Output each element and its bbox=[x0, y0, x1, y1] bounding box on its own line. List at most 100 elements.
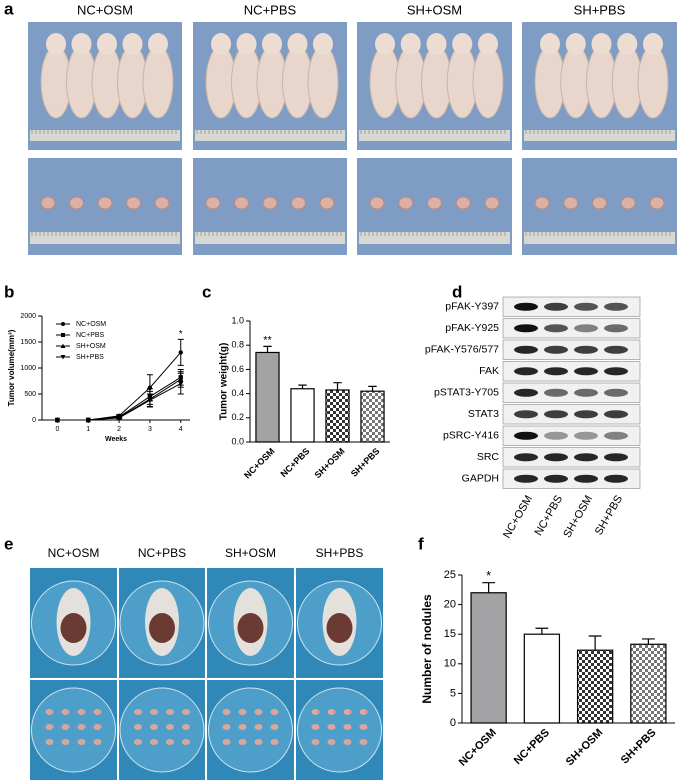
y-tick-label: 0 bbox=[32, 417, 36, 424]
mouse-head bbox=[287, 33, 308, 55]
organs bbox=[237, 613, 264, 643]
error-bar bbox=[482, 582, 496, 593]
nodule bbox=[254, 709, 263, 715]
band bbox=[514, 410, 538, 419]
nodule bbox=[93, 709, 102, 715]
tumor bbox=[291, 196, 306, 210]
x-tick-label: SH+OSM bbox=[564, 727, 606, 769]
y-tick-label: 1.0 bbox=[231, 315, 244, 325]
band bbox=[514, 453, 538, 462]
marker bbox=[147, 398, 153, 403]
band bbox=[514, 302, 538, 311]
x-tick-label: NC+OSM bbox=[457, 727, 499, 769]
nodule bbox=[359, 709, 368, 715]
x-tick-label: 0 bbox=[55, 426, 59, 433]
bar bbox=[360, 390, 385, 443]
error-bar bbox=[641, 638, 655, 645]
tumor bbox=[398, 196, 414, 210]
x-tick-label: SH+PBS bbox=[619, 727, 659, 767]
tumor bbox=[154, 196, 170, 210]
y-axis-label: Tumor weight(g) bbox=[219, 343, 230, 421]
y-tick-label: 15 bbox=[444, 628, 456, 640]
ruler bbox=[195, 130, 345, 141]
nodule bbox=[343, 739, 352, 745]
tumor bbox=[620, 196, 636, 210]
protein-label: GAPDH bbox=[462, 473, 499, 485]
error-bar bbox=[298, 384, 307, 389]
band bbox=[514, 324, 538, 333]
nodule bbox=[311, 739, 320, 745]
mouse-head bbox=[565, 33, 586, 55]
y-tick-label: 20 bbox=[444, 599, 456, 611]
mouse-head bbox=[148, 33, 168, 55]
lane-label: SH+PBS bbox=[593, 493, 625, 537]
x-tick-label: 2 bbox=[117, 426, 121, 433]
blot-strip bbox=[502, 339, 641, 360]
band bbox=[544, 302, 568, 311]
group-label: SH+OSM bbox=[407, 2, 462, 17]
panel-label: b bbox=[4, 282, 14, 301]
nodule bbox=[45, 739, 54, 745]
band bbox=[604, 474, 628, 483]
nodule bbox=[311, 724, 320, 730]
mouse-head bbox=[71, 33, 92, 55]
lane-label: SH+OSM bbox=[561, 493, 595, 540]
x-tick-label: 4 bbox=[179, 426, 183, 433]
mouse-head bbox=[478, 33, 498, 55]
y-tick-label: 2000 bbox=[20, 313, 36, 320]
tumor bbox=[534, 196, 550, 210]
blot-strip bbox=[502, 404, 641, 425]
tumor bbox=[484, 196, 500, 210]
nodule bbox=[45, 724, 54, 730]
legend-marker bbox=[61, 322, 65, 326]
ruler bbox=[359, 130, 510, 141]
y-tick-label: 0.2 bbox=[231, 412, 244, 422]
protein-label: pSTAT3-Y705 bbox=[434, 387, 499, 399]
band bbox=[574, 431, 598, 440]
mouse-head bbox=[122, 33, 143, 55]
x-tick-label: NC+OSM bbox=[242, 446, 276, 480]
lane-label: NC+PBS bbox=[533, 493, 566, 537]
ruler bbox=[359, 232, 510, 244]
band bbox=[544, 453, 568, 462]
marker bbox=[116, 415, 122, 421]
nodule bbox=[166, 709, 174, 715]
group-label: NC+PBS bbox=[244, 2, 297, 17]
nodule bbox=[77, 709, 86, 715]
band bbox=[604, 345, 628, 354]
tumor bbox=[455, 196, 471, 210]
nodule bbox=[134, 709, 142, 715]
mouse-head bbox=[46, 33, 66, 55]
protein-label: pFAK-Y397 bbox=[445, 301, 499, 313]
y-tick-label: 25 bbox=[444, 569, 456, 581]
nodule bbox=[254, 739, 263, 745]
blot-strip bbox=[502, 425, 641, 446]
nodule bbox=[77, 739, 86, 745]
nodule bbox=[166, 724, 174, 730]
nodule bbox=[93, 739, 102, 745]
tumor bbox=[592, 196, 607, 210]
nodule bbox=[270, 709, 279, 715]
group-label: NC+OSM bbox=[48, 546, 100, 560]
x-tick-label: 3 bbox=[148, 426, 152, 433]
bar bbox=[290, 388, 315, 443]
protein-label: pFAK-Y576/577 bbox=[425, 344, 499, 356]
band bbox=[574, 324, 598, 333]
legend-marker bbox=[61, 333, 65, 337]
dish bbox=[119, 687, 205, 773]
legend-label: NC+OSM bbox=[76, 321, 106, 328]
band bbox=[544, 474, 568, 483]
protein-label: pSRC-Y416 bbox=[443, 430, 499, 442]
protein-label: FAK bbox=[479, 365, 499, 377]
tumor bbox=[97, 196, 113, 210]
organs bbox=[326, 613, 353, 643]
group-label: SH+OSM bbox=[225, 546, 276, 560]
band bbox=[604, 302, 628, 311]
blot-strip bbox=[502, 318, 641, 339]
protein-label: STAT3 bbox=[468, 408, 499, 420]
y-tick-label: 10 bbox=[444, 658, 456, 670]
ruler bbox=[30, 130, 180, 141]
nodule bbox=[270, 739, 279, 745]
protein-label: SRC bbox=[477, 451, 500, 463]
